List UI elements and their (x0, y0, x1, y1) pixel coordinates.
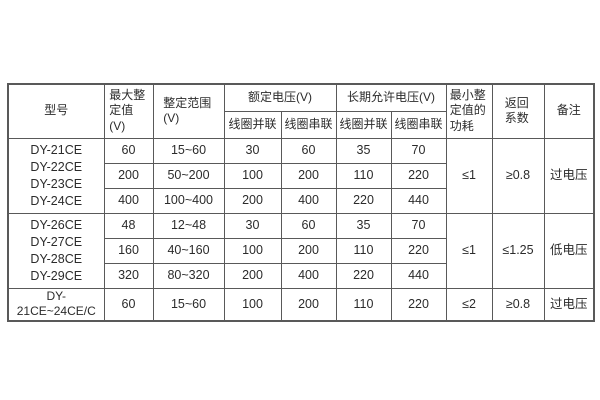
header-coil-parallel-long: 线圈并联 (335, 110, 392, 139)
header-rated-voltage-label: 额定电压(V) (248, 89, 312, 104)
cell-return-coefficient: ≥0.8 (491, 137, 545, 214)
cell-long-parallel: 110 (335, 162, 392, 189)
cell-rated-series: 400 (280, 262, 337, 289)
table-body: DY-21CE DY-22CE DY-23CE DY-24CE 60 15~60… (7, 137, 595, 322)
table-row: 160 40~160 100 200 110 220 (8, 237, 594, 264)
table-row: DY-21CE DY-22CE DY-23CE DY-24CE 60 15~60… (7, 137, 595, 214)
header-long-term-voltage-label: 长期允许电压(V) (347, 89, 435, 104)
cell-rated-series: 60 (280, 212, 337, 239)
table-row: DY-21CE~24CE/C 60 15~60 100 200 110 220 … (7, 287, 595, 322)
cell-rated-series: 200 (280, 287, 337, 322)
header-max-setting-label: 最大整定值(V) (109, 87, 146, 134)
cell-max-setting: 48 (103, 212, 154, 239)
model-cell-group3: DY-21CE~24CE/C (7, 287, 105, 322)
cell-rated-parallel: 200 (223, 187, 282, 214)
cell-setting-range: 15~60 (152, 287, 225, 322)
model-name: DY-29CE (30, 268, 83, 283)
cell-long-series: 220 (390, 287, 447, 322)
cell-max-setting: 400 (103, 187, 154, 214)
table-row: 200 50~200 100 200 110 220 (8, 162, 594, 189)
cell-long-series: 70 (390, 212, 447, 239)
cell-long-parallel: 35 (335, 137, 392, 164)
cell-rated-series: 200 (280, 237, 337, 264)
cell-rated-series: 60 (280, 137, 337, 164)
cell-setting-range: 80~320 (152, 262, 225, 289)
header-row-1: 型号 最大整定值(V) 整定范围(V) 额定电压(V) 长期允许电压(V) 最小… (7, 83, 595, 139)
cell-long-series: 440 (390, 262, 447, 289)
header-long-term-voltage: 长期允许电压(V) (335, 83, 447, 112)
header-setting-range: 整定范围(V) (152, 83, 225, 139)
cell-long-parallel: 35 (335, 212, 392, 239)
cell-rated-series: 200 (280, 162, 337, 189)
cell-rated-parallel: 30 (223, 212, 282, 239)
header-model: 型号 (7, 83, 105, 139)
cell-max-setting: 60 (103, 287, 154, 322)
cell-return-coefficient: ≤1.25 (491, 212, 545, 289)
cell-long-series: 220 (390, 162, 447, 189)
header-coil-parallel-rated: 线圈并联 (223, 110, 282, 139)
cell-rated-parallel: 200 (223, 262, 282, 289)
header-coil-series-long: 线圈串联 (390, 110, 447, 139)
header-remark: 备注 (543, 83, 595, 139)
relay-spec-table: 型号 最大整定值(V) 整定范围(V) 额定电压(V) 长期允许电压(V) 最小… (7, 83, 595, 322)
cell-min-power: ≤1 (445, 212, 493, 289)
cell-rated-parallel: 100 (223, 162, 282, 189)
model-name: DY-27CE (30, 234, 83, 249)
cell-rated-parallel: 100 (223, 237, 282, 264)
cell-setting-range: 12~48 (152, 212, 225, 239)
cell-return-coefficient: ≥0.8 (491, 287, 545, 322)
cell-max-setting: 160 (103, 237, 154, 264)
model-cell-group1: DY-21CE DY-22CE DY-23CE DY-24CE (7, 137, 105, 214)
table-header: 型号 最大整定值(V) 整定范围(V) 额定电压(V) 长期允许电压(V) 最小… (7, 83, 595, 139)
cell-setting-range: 40~160 (152, 237, 225, 264)
model-cell-group2: DY-26CE DY-27CE DY-28CE DY-29CE (7, 212, 105, 289)
cell-min-power: ≤1 (445, 137, 493, 214)
cell-rated-parallel: 30 (223, 137, 282, 164)
cell-setting-range: 100~400 (152, 187, 225, 214)
header-coil-series-rated: 线圈串联 (280, 110, 337, 139)
model-name: DY-24CE (30, 193, 83, 208)
table-row: 400 100~400 200 400 220 440 (8, 187, 594, 214)
cell-long-series: 220 (390, 237, 447, 264)
cell-long-series: 440 (390, 187, 447, 214)
header-min-power: 最小整定值的功耗 (445, 83, 493, 139)
header-rated-voltage: 额定电压(V) (223, 83, 337, 112)
model-name: DY-21CE (30, 142, 83, 157)
header-return-coefficient: 返回系数 (491, 83, 545, 139)
header-return-coefficient-label: 返回系数 (504, 95, 529, 126)
cell-setting-range: 50~200 (152, 162, 225, 189)
cell-min-power: ≤2 (445, 287, 493, 322)
cell-long-parallel: 110 (335, 237, 392, 264)
cell-long-parallel: 220 (335, 187, 392, 214)
cell-max-setting: 200 (103, 162, 154, 189)
cell-setting-range: 15~60 (152, 137, 225, 164)
header-row-2: 线圈并联 线圈串联 线圈并联 线圈串联 (8, 110, 594, 139)
cell-long-series: 70 (390, 137, 447, 164)
model-name: DY-23CE (30, 176, 83, 191)
cell-rated-series: 400 (280, 187, 337, 214)
model-name: DY-22CE (30, 159, 83, 174)
cell-long-parallel: 220 (335, 262, 392, 289)
model-name: DY-28CE (30, 251, 83, 266)
table-row: DY-26CE DY-27CE DY-28CE DY-29CE 48 12~48… (7, 212, 595, 289)
cell-max-setting: 320 (103, 262, 154, 289)
cell-remark: 过电压 (543, 137, 595, 214)
header-max-setting: 最大整定值(V) (103, 83, 154, 139)
table-row: 320 80~320 200 400 220 440 (8, 262, 594, 289)
header-model-label: 型号 (44, 103, 69, 118)
header-remark-label: 备注 (556, 103, 581, 118)
cell-long-parallel: 110 (335, 287, 392, 322)
cell-rated-parallel: 100 (223, 287, 282, 322)
cell-remark: 低电压 (543, 212, 595, 289)
header-min-power-label: 最小整定值的功耗 (449, 87, 486, 134)
cell-max-setting: 60 (103, 137, 154, 164)
model-name: DY-26CE (30, 217, 83, 232)
cell-remark: 过电压 (543, 287, 595, 322)
header-setting-range-label: 整定范围(V) (163, 95, 212, 126)
